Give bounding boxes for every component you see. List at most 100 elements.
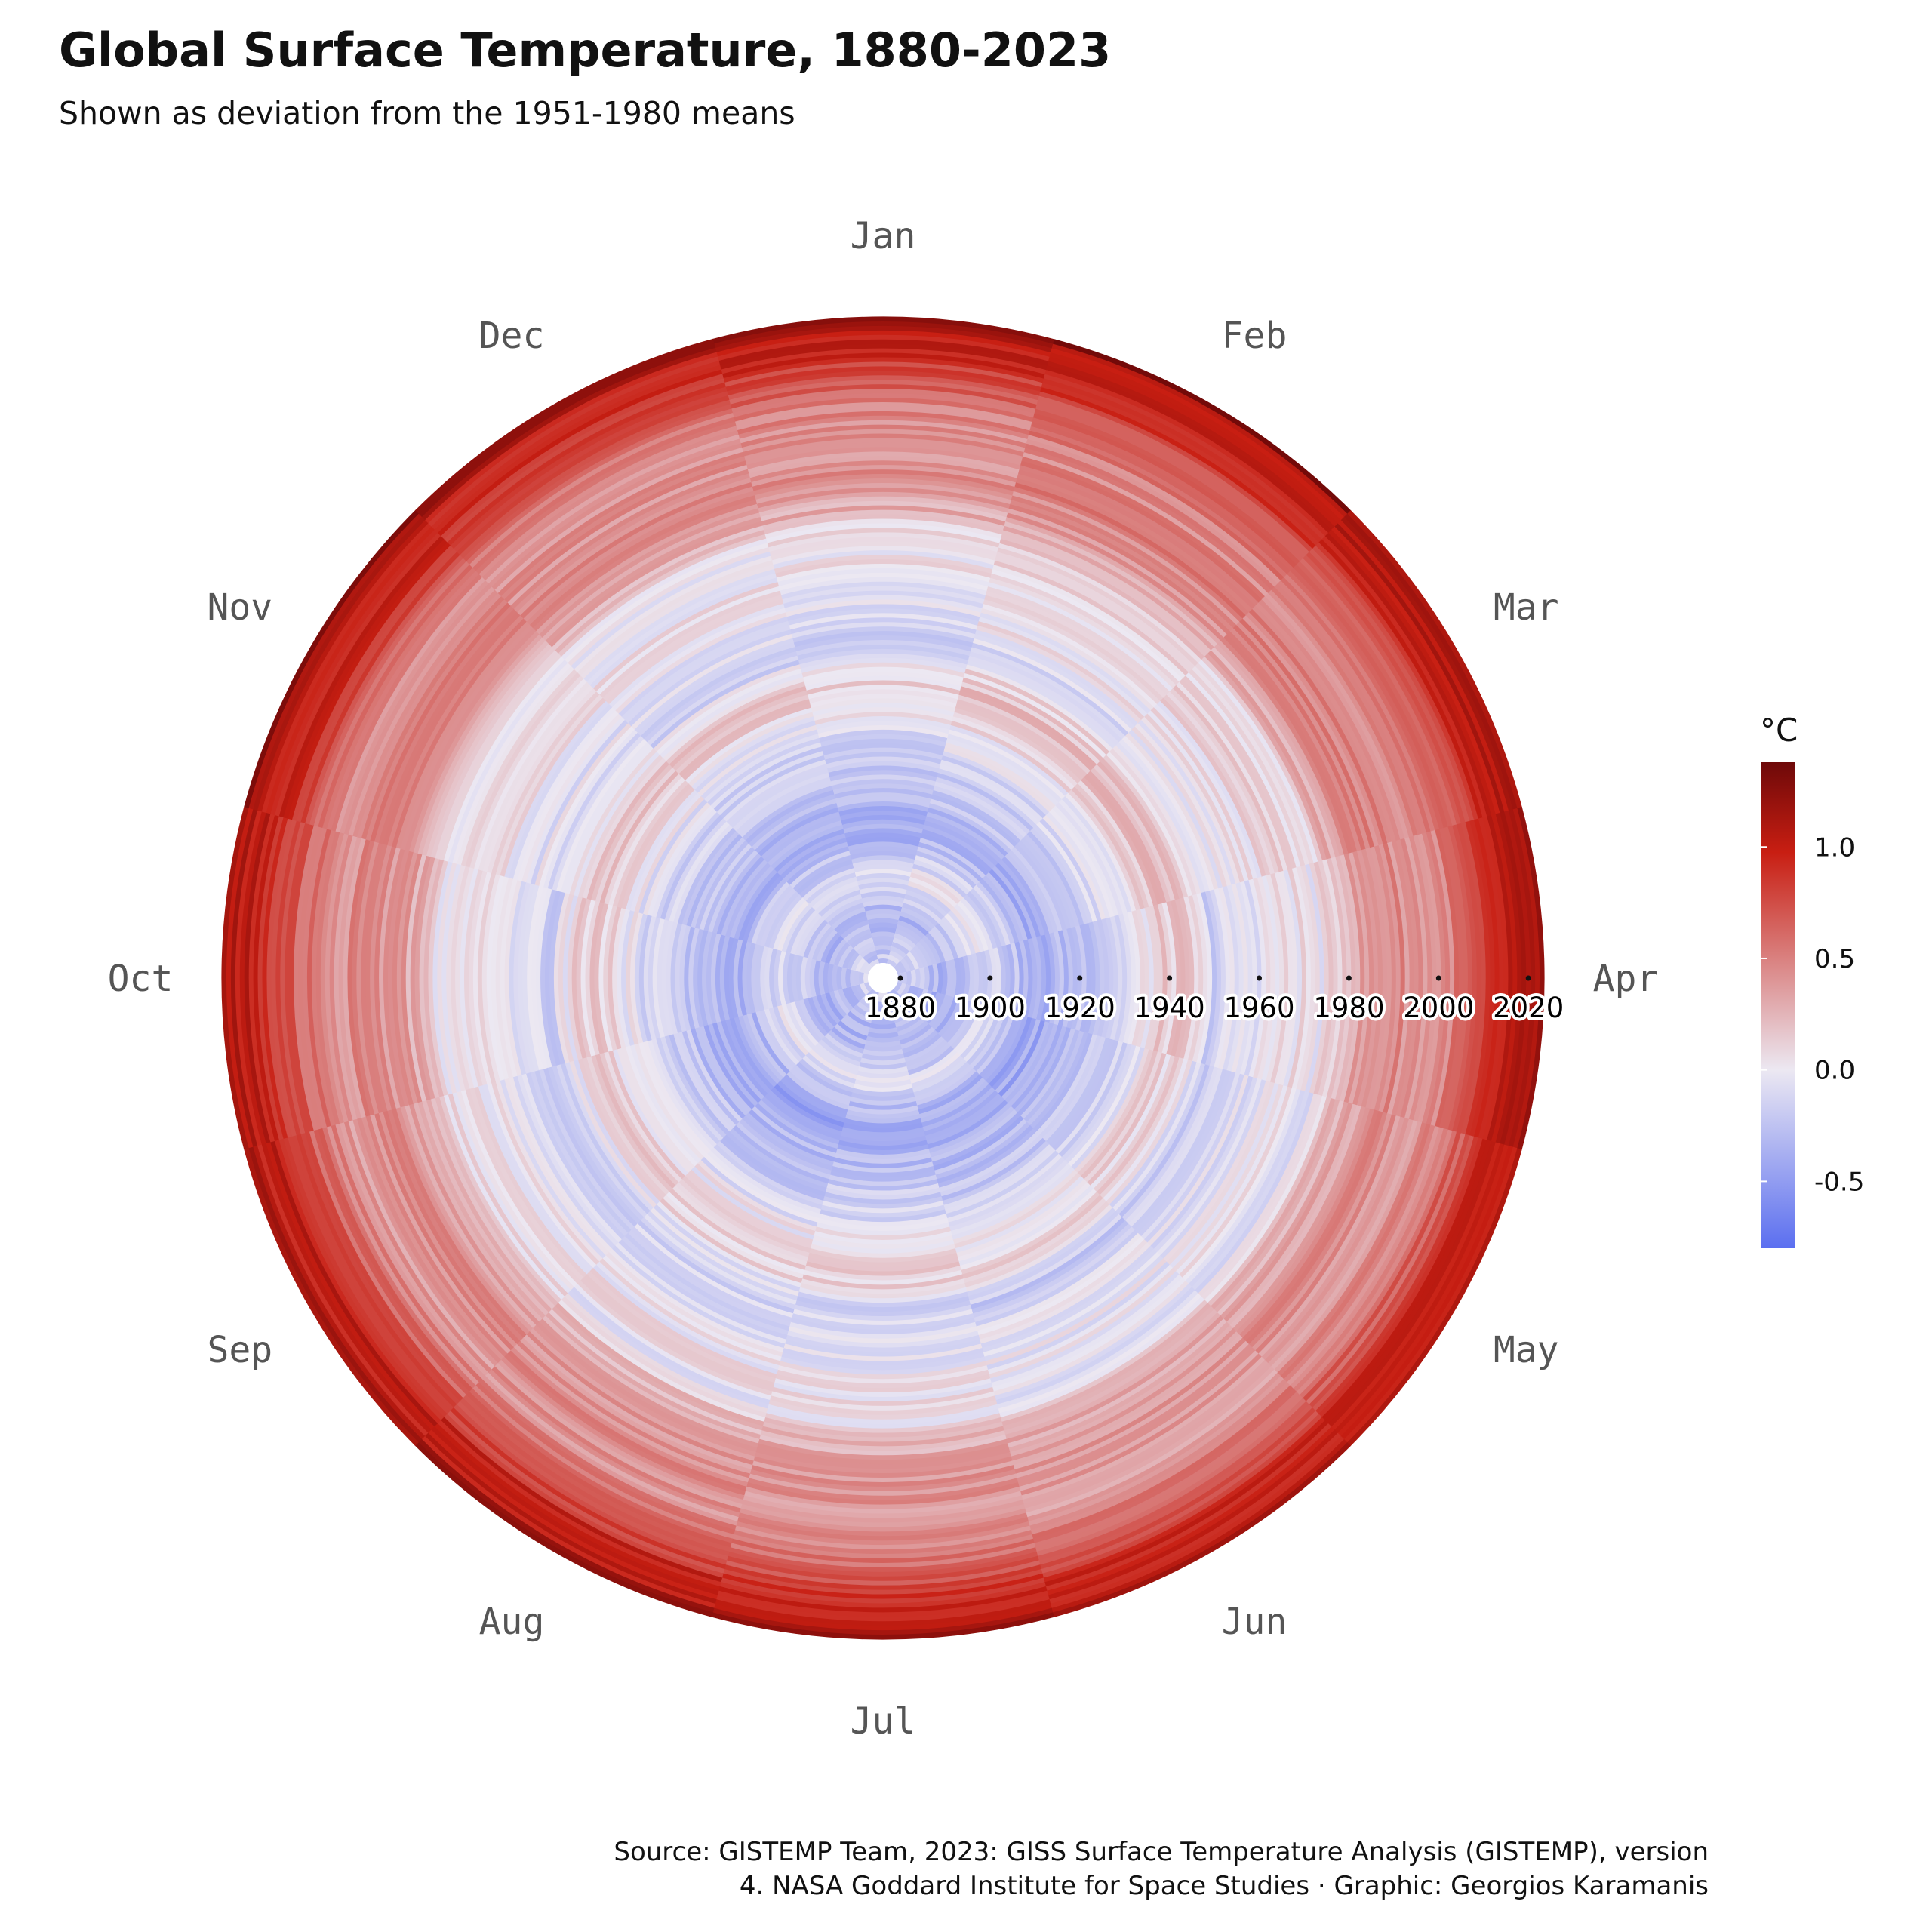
heatmap-cell xyxy=(807,996,832,1034)
heatmap-cell xyxy=(1042,814,1106,921)
heatmap-cell xyxy=(964,668,1110,755)
heatmap-cell xyxy=(850,932,872,949)
heatmap-cell xyxy=(657,918,669,1037)
heatmap-cell xyxy=(742,785,833,841)
heatmap-cell xyxy=(660,1035,724,1142)
heatmap-cell xyxy=(535,887,552,1069)
heatmap-cell xyxy=(764,1412,1001,1434)
month-label: Jan xyxy=(851,215,916,257)
heatmap-cell xyxy=(744,1486,1021,1510)
heatmap-cell xyxy=(822,743,945,756)
heatmap-cell xyxy=(734,1521,1030,1546)
heatmap-cell xyxy=(710,1611,1054,1640)
heatmap-cell xyxy=(853,863,913,873)
heatmap-cell xyxy=(841,819,924,829)
heatmap-cell xyxy=(1115,1063,1206,1215)
heatmap-cell xyxy=(226,806,254,1149)
heatmap-cell xyxy=(849,1008,872,1024)
heatmap-cell xyxy=(892,1004,913,1020)
heatmap-cell xyxy=(1011,846,1063,932)
heatmap-cell xyxy=(808,1048,857,1080)
heatmap-cell xyxy=(664,1035,727,1139)
heatmap-cell xyxy=(738,1118,832,1176)
heatmap-cell xyxy=(643,1213,797,1306)
heatmap-cell xyxy=(749,1469,1017,1492)
heatmap-cell xyxy=(829,769,938,782)
heatmap-cell xyxy=(823,1196,943,1209)
month-label: Aug xyxy=(479,1601,545,1643)
heatmap-cell xyxy=(926,811,1006,860)
heatmap-cell xyxy=(789,1067,851,1106)
heatmap-cell xyxy=(846,928,872,946)
legend-tick-label: 0.5 xyxy=(1814,944,1855,974)
heatmap-cell xyxy=(508,880,527,1075)
heatmap-cell xyxy=(946,1153,1063,1223)
heatmap-cell xyxy=(772,1006,806,1060)
heatmap-cell xyxy=(719,348,1048,375)
heatmap-cell xyxy=(1426,831,1451,1127)
heatmap-cell xyxy=(1017,840,1072,930)
heatmap-cell xyxy=(936,1124,1034,1184)
heatmap-cell xyxy=(1053,931,1065,1026)
heatmap-cell xyxy=(512,881,531,1074)
heatmap-cell xyxy=(1170,900,1186,1057)
heatmap-cell xyxy=(738,780,832,838)
heatmap-cell xyxy=(649,1207,799,1297)
heatmap-cell xyxy=(958,690,1094,771)
heatmap-cell xyxy=(1106,751,1193,897)
heatmap-cell xyxy=(737,1015,780,1084)
heatmap-cell xyxy=(915,1068,977,1106)
heatmap-cell xyxy=(797,648,969,665)
heatmap-cell xyxy=(607,906,622,1050)
heatmap-cell xyxy=(957,1004,989,1057)
heatmap-cell xyxy=(866,913,900,921)
heatmap-cell xyxy=(802,919,829,958)
heatmap-cell xyxy=(931,995,955,1031)
heatmap-cell xyxy=(517,882,535,1073)
heatmap-cell xyxy=(973,884,1011,946)
heatmap-cell xyxy=(1231,883,1249,1074)
heatmap-cell xyxy=(1495,812,1522,1145)
heatmap-cell xyxy=(894,1008,916,1024)
heatmap-cell xyxy=(870,1018,896,1026)
heatmap-cell xyxy=(967,954,975,1002)
heatmap-cell xyxy=(921,992,942,1021)
heatmap-cell xyxy=(1102,1058,1189,1202)
heatmap-cell xyxy=(795,955,804,1001)
heatmap-cell xyxy=(1456,823,1482,1134)
heatmap-cell xyxy=(1395,839,1420,1118)
heatmap-cell xyxy=(795,1296,970,1312)
heatmap-cell xyxy=(1103,754,1189,899)
heatmap-cell xyxy=(852,859,915,869)
heatmap-cell xyxy=(1438,827,1464,1130)
heatmap-cell xyxy=(746,942,756,1014)
heatmap-cell xyxy=(740,429,1026,453)
heatmap-cell xyxy=(851,1088,914,1097)
heatmap-cell xyxy=(840,967,847,989)
heatmap-cell xyxy=(436,861,457,1094)
heatmap-cell xyxy=(423,858,445,1097)
heatmap-cell xyxy=(1112,1062,1201,1212)
heatmap-cell xyxy=(761,1426,1004,1447)
heatmap-cell xyxy=(833,1023,866,1045)
heatmap-cell xyxy=(780,581,987,600)
heatmap-cell xyxy=(694,839,749,929)
heatmap-cell xyxy=(829,991,848,1018)
heatmap-cell xyxy=(833,941,851,967)
heatmap-cell xyxy=(890,946,907,958)
heatmap-cell xyxy=(894,1011,920,1028)
heatmap-cell xyxy=(730,1538,1035,1564)
heatmap-cell xyxy=(812,1235,954,1250)
heatmap-cell xyxy=(903,1032,942,1059)
heatmap-cell xyxy=(940,1134,1044,1197)
heatmap-cell xyxy=(1465,820,1491,1137)
heatmap-cell xyxy=(849,1097,916,1106)
heatmap-cell xyxy=(713,746,823,812)
heatmap-cell xyxy=(1077,1049,1154,1177)
heatmap-cell xyxy=(820,993,841,1024)
heatmap-cell xyxy=(937,1128,1037,1189)
heatmap-cell xyxy=(953,1172,1081,1249)
heatmap-cell xyxy=(1118,1064,1211,1218)
heatmap-cell xyxy=(777,832,846,875)
heatmap-cell xyxy=(800,1278,965,1294)
